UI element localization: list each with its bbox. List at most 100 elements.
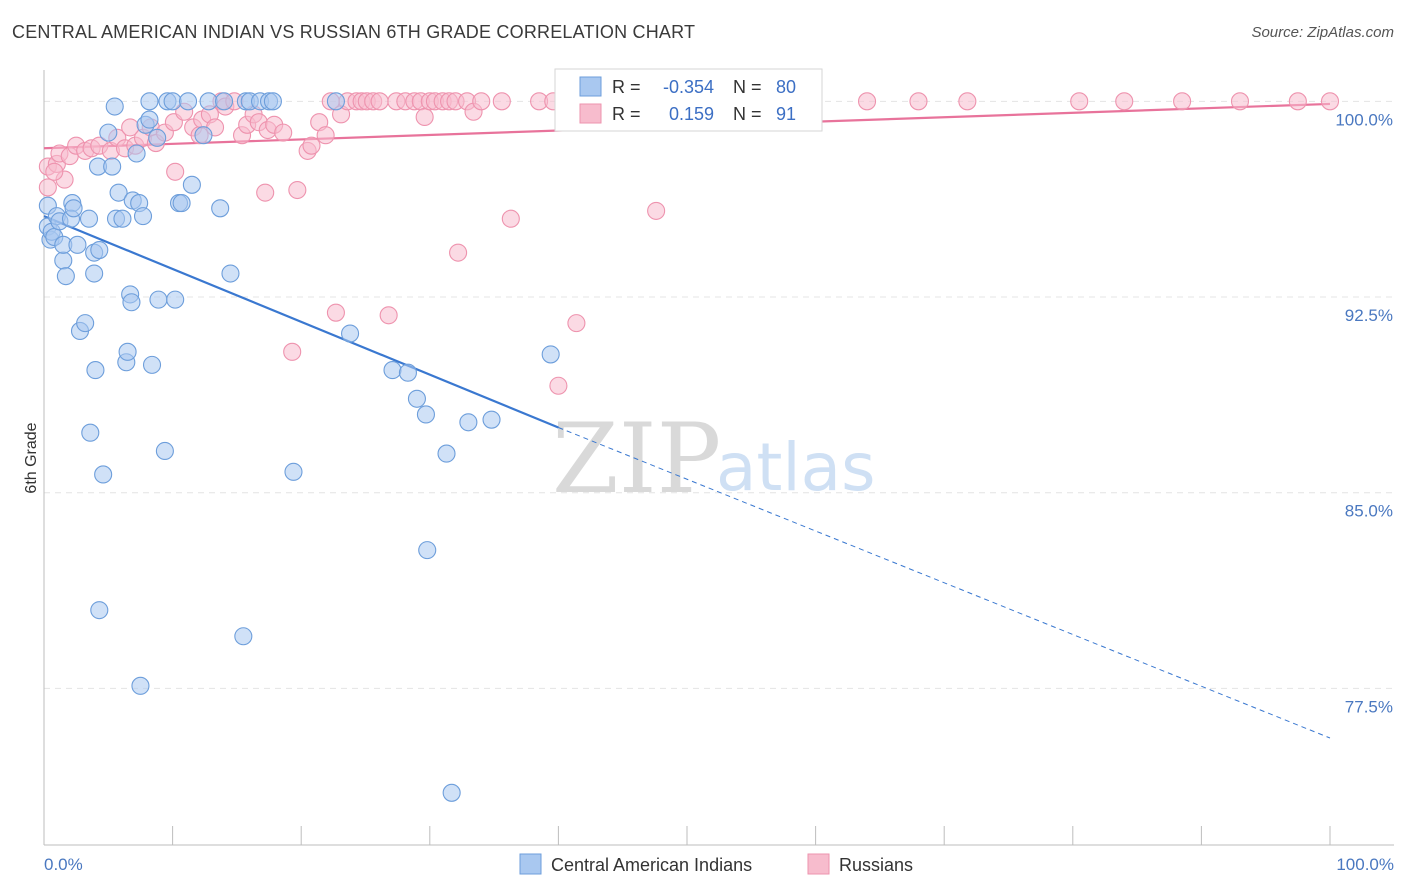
russians-point <box>288 180 307 200</box>
trend-line-central-american-indians <box>43 215 559 429</box>
legend-swatch-central-american-indians <box>519 853 542 875</box>
russians-point <box>316 126 335 145</box>
stats-r-value-blue: -0.354 <box>663 77 714 97</box>
watermark: ZIP atlas <box>552 403 876 515</box>
central-american-indians-point <box>416 405 435 424</box>
stats-n-value-blue: 80 <box>776 77 796 97</box>
russians-point <box>326 303 345 322</box>
stats-n-value-pink: 91 <box>776 104 796 124</box>
russians-point <box>501 209 520 228</box>
central-american-indians-point <box>113 209 132 228</box>
central-american-indians-point <box>182 175 201 194</box>
central-american-indians-point <box>214 92 234 111</box>
central-american-indians-point <box>163 92 182 111</box>
stats-n-label-pink: N = <box>733 104 762 124</box>
central-american-indians-point <box>166 290 185 309</box>
central-american-indians-point <box>109 183 128 202</box>
russians-point <box>857 92 877 111</box>
central-american-indians-point <box>541 345 560 364</box>
russians-point <box>1320 92 1340 111</box>
russians-point <box>274 123 293 142</box>
stats-n-label-blue: N = <box>733 77 762 97</box>
central-american-indians-point <box>326 92 345 111</box>
central-american-indians-point <box>140 110 159 129</box>
legend-label-central-american-indians: Central American Indians <box>551 855 752 875</box>
central-american-indians-point <box>131 676 150 695</box>
central-american-indians-point <box>140 92 159 111</box>
central-american-indians-point <box>194 126 213 145</box>
x-tick-label-min: 0.0% <box>44 855 83 874</box>
chart-title: CENTRAL AMERICAN INDIAN VS RUSSIAN 6TH G… <box>12 22 696 42</box>
russians-point <box>1070 92 1089 111</box>
central-american-indians-point <box>149 290 168 309</box>
stats-legend: R = -0.354 N = 80 R = 0.159 N = 91 <box>554 68 823 132</box>
stats-r-value-pink: 0.159 <box>669 104 714 124</box>
central-american-indians-point <box>263 92 282 111</box>
russians-point <box>1288 92 1307 111</box>
legend-label-russians: Russians <box>839 855 913 875</box>
x-axis-ticks <box>43 826 1331 845</box>
central-american-indians-point <box>437 444 456 463</box>
central-american-indians-point <box>85 264 104 283</box>
central-american-indians-point <box>155 441 174 461</box>
russians-point <box>449 243 468 262</box>
central-american-indians-point <box>407 389 426 408</box>
y-tick-label: 100.0% <box>1335 110 1393 129</box>
russians-point <box>1230 92 1250 111</box>
central-american-indians-point <box>76 314 95 333</box>
central-american-indians-point <box>105 97 124 116</box>
central-american-indians-point <box>234 627 253 646</box>
central-american-indians-point <box>284 462 303 481</box>
central-american-indians-point <box>133 207 153 226</box>
central-american-indians-point <box>90 601 109 620</box>
russians-point <box>415 107 434 127</box>
central-american-indians-point <box>81 423 100 442</box>
central-american-indians-point <box>79 209 99 228</box>
russians-point <box>492 92 511 111</box>
y-tick-label: 85.0% <box>1345 502 1393 521</box>
stats-r-label-blue: R = <box>612 77 641 97</box>
central-american-indians-point <box>148 128 167 147</box>
russians-point <box>472 92 491 111</box>
central-american-indians-points <box>38 92 703 802</box>
central-american-indians-point <box>64 199 83 218</box>
central-american-indians-point <box>56 267 75 286</box>
central-american-indians-point <box>86 361 105 380</box>
russians-point <box>45 162 64 181</box>
central-american-indians-point <box>142 355 162 374</box>
russians-point <box>1173 92 1192 111</box>
russians-point <box>370 92 389 111</box>
central-american-indians-point <box>54 251 73 270</box>
russians-point <box>567 314 586 333</box>
central-american-indians-point <box>118 342 137 361</box>
central-american-indians-point <box>221 264 240 283</box>
central-american-indians-point <box>341 324 360 343</box>
central-american-indians-point <box>442 783 461 802</box>
stats-r-label-pink: R = <box>612 104 641 124</box>
russians-point <box>909 92 928 111</box>
russians-point <box>38 178 57 197</box>
central-american-indians-point <box>459 413 478 432</box>
y-tick-label: 77.5% <box>1345 697 1393 716</box>
central-american-indians-point <box>199 92 218 111</box>
central-american-indians-point <box>94 465 113 484</box>
russians-point <box>549 376 568 395</box>
series-legend: Central American Indians Russians <box>519 853 913 875</box>
central-american-indians-point <box>99 123 118 142</box>
central-american-indians-point <box>178 92 198 111</box>
russians-point <box>166 162 185 181</box>
stats-swatch-blue <box>579 76 602 97</box>
russians-point <box>283 342 302 361</box>
watermark-atlas: atlas <box>716 429 876 506</box>
y-tick-labels: 77.5% 85.0% 92.5% 100.0% <box>1335 110 1393 716</box>
central-american-indians-point <box>172 194 191 213</box>
grid-lines <box>44 100 1394 689</box>
central-american-indians-point <box>103 157 122 176</box>
legend-swatch-russians <box>807 853 830 875</box>
central-american-indians-point <box>482 410 501 429</box>
russians-point <box>379 306 398 325</box>
central-american-indians-point <box>90 241 109 260</box>
y-axis-title: 6th Grade <box>23 422 40 493</box>
central-american-indians-point <box>383 361 402 380</box>
